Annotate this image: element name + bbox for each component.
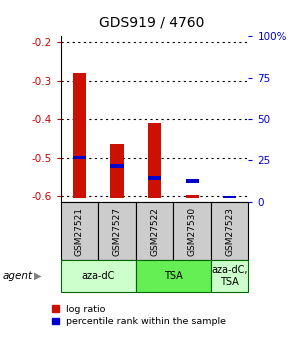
Bar — [211, 260, 248, 292]
Bar — [73, 73, 86, 198]
Bar — [185, 195, 199, 198]
Bar — [136, 260, 211, 292]
Bar — [110, 144, 124, 198]
Bar — [136, 202, 173, 260]
Bar — [98, 202, 136, 260]
Text: GSM27523: GSM27523 — [225, 207, 234, 256]
Text: GSM27530: GSM27530 — [188, 207, 197, 256]
Legend: log ratio, percentile rank within the sample: log ratio, percentile rank within the sa… — [50, 303, 228, 328]
Bar — [61, 260, 136, 292]
Bar — [223, 196, 236, 198]
Bar — [61, 202, 98, 260]
Text: GDS919 / 4760: GDS919 / 4760 — [99, 16, 204, 30]
Bar — [173, 202, 211, 260]
Bar — [211, 202, 248, 260]
Text: GSM27522: GSM27522 — [150, 207, 159, 256]
Bar — [148, 123, 161, 198]
Text: GSM27527: GSM27527 — [112, 207, 122, 256]
Text: ▶: ▶ — [34, 271, 42, 281]
Bar — [185, 179, 199, 183]
Text: aza-dC: aza-dC — [82, 271, 115, 281]
Bar — [148, 176, 161, 180]
Bar — [110, 165, 124, 168]
Text: aza-dC,
TSA: aza-dC, TSA — [211, 265, 248, 287]
Bar — [73, 156, 86, 159]
Text: TSA: TSA — [164, 271, 183, 281]
Text: agent: agent — [3, 271, 33, 281]
Bar — [223, 196, 236, 198]
Text: GSM27521: GSM27521 — [75, 207, 84, 256]
